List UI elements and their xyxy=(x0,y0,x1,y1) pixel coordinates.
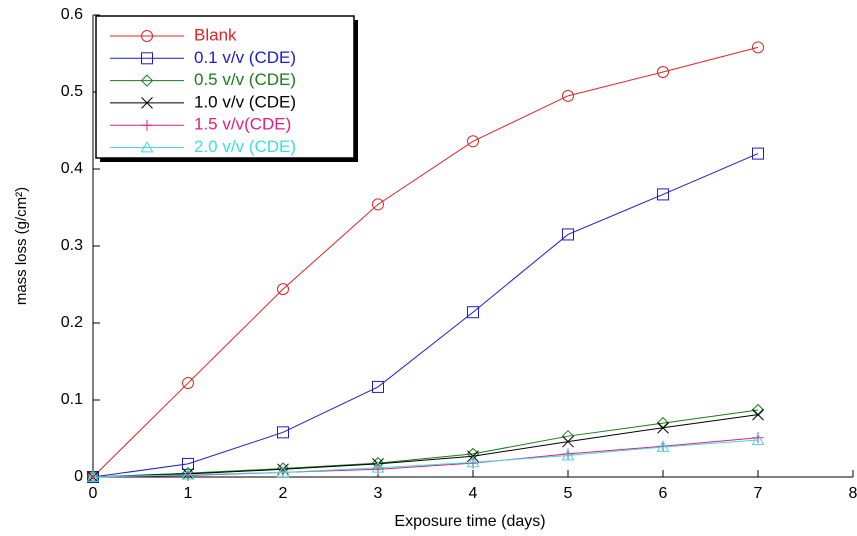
x-tick-label: 5 xyxy=(564,485,573,502)
y-tick-label: 0 xyxy=(74,468,83,485)
y-tick-label: 0.5 xyxy=(61,83,83,100)
marker xyxy=(561,448,575,461)
series-line xyxy=(92,437,759,478)
marker xyxy=(371,461,385,473)
y-tick-label: 0.3 xyxy=(61,237,83,254)
marker xyxy=(277,426,289,439)
y-axis-label: mass loss (g/cm²) xyxy=(13,187,30,305)
marker xyxy=(657,65,669,78)
marker xyxy=(562,89,574,102)
marker xyxy=(656,416,670,430)
legend-label: 2.0 v/v (CDE) xyxy=(194,137,296,156)
legend-marker xyxy=(141,52,153,65)
marker xyxy=(752,41,764,54)
legend-label: 0.1 v/v (CDE) xyxy=(194,48,296,67)
marker xyxy=(181,468,195,480)
marker xyxy=(372,380,384,393)
x-tick-label: 8 xyxy=(849,485,857,502)
y-tick-label: 0.4 xyxy=(61,160,83,177)
x-axis-label: Exposure time (days) xyxy=(394,513,545,530)
x-tick-label: 3 xyxy=(374,485,383,502)
x-tick-label: 2 xyxy=(279,485,288,502)
marker xyxy=(656,440,670,452)
x-tick-label: 6 xyxy=(659,485,668,502)
y-tick-label: 0.6 xyxy=(61,6,83,23)
legend-label: Blank xyxy=(194,25,237,44)
x-tick-label: 0 xyxy=(89,485,98,502)
marker xyxy=(657,440,669,452)
legend-marker xyxy=(141,97,153,109)
legend-label: 1.5 v/v(CDE) xyxy=(194,115,291,134)
marker xyxy=(467,306,479,319)
marker xyxy=(277,283,289,296)
marker xyxy=(562,435,574,448)
legend-box xyxy=(95,15,355,159)
series-line xyxy=(92,439,759,478)
x-tick-label: 4 xyxy=(469,485,478,502)
series-line xyxy=(92,153,759,478)
marker xyxy=(182,377,194,390)
legend-marker xyxy=(140,140,154,153)
marker xyxy=(276,465,290,478)
marker xyxy=(86,470,100,482)
x-tick-label: 7 xyxy=(754,485,763,502)
series-line xyxy=(92,46,759,478)
marker xyxy=(372,198,384,211)
legend-marker xyxy=(141,119,153,131)
legend-marker xyxy=(141,30,153,42)
marker xyxy=(466,455,480,468)
legend-marker xyxy=(140,74,154,87)
marker xyxy=(467,135,479,148)
marker xyxy=(751,403,765,417)
marker xyxy=(562,228,574,241)
marker xyxy=(657,421,669,434)
y-tick-label: 0.1 xyxy=(61,391,83,408)
marker xyxy=(752,408,764,421)
series-line xyxy=(92,414,759,478)
x-tick-label: 1 xyxy=(184,485,193,502)
legend-label: 1.0 v/v (CDE) xyxy=(194,92,296,111)
marker xyxy=(657,188,669,201)
marker xyxy=(751,433,765,445)
legend-label: 0.5 v/v (CDE) xyxy=(194,70,296,89)
marker xyxy=(752,147,764,160)
y-tick-label: 0.2 xyxy=(61,314,83,331)
series-line xyxy=(92,409,759,478)
